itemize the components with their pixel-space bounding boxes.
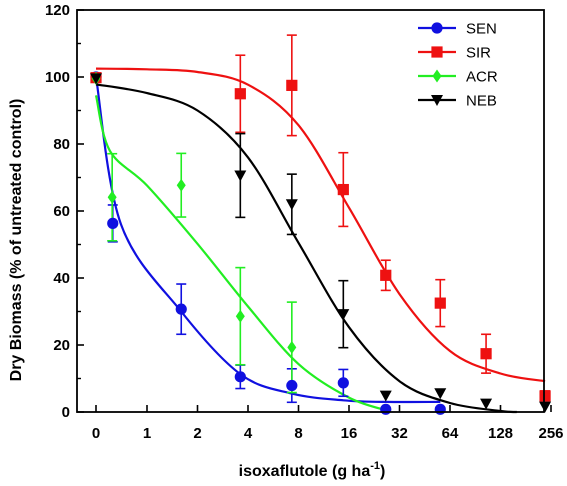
acr-legend-label: ACR: [466, 69, 498, 86]
x-axis-title-main: isoxaflutole (g ha: [239, 463, 371, 480]
y-tick-label: 120: [45, 2, 70, 19]
acr-data-point: [176, 178, 186, 192]
x-tick-label: 32: [391, 425, 408, 442]
neb-data-point: [234, 170, 247, 182]
x-axis-title: isoxaflutole (g ha-1): [239, 460, 386, 480]
acr-data-point: [287, 340, 297, 354]
sir-fit-curve: [95, 67, 546, 383]
x-tick-label: 64: [442, 425, 459, 442]
neb-data-point: [539, 401, 552, 413]
x-tick-label: 4: [244, 425, 253, 442]
sir-data-point: [539, 390, 551, 402]
y-tick-label: 80: [53, 136, 70, 153]
y-tick-label: 100: [45, 69, 70, 86]
sir-data-point: [286, 79, 298, 91]
neb-data-point: [480, 398, 493, 410]
sir-legend-marker: [431, 46, 443, 58]
x-tick-label: 128: [488, 425, 513, 442]
sen-data-point: [286, 379, 298, 392]
acr-data-point: [235, 309, 245, 323]
sen-data-point: [380, 403, 392, 415]
neb-data-point: [285, 199, 298, 211]
x-tick-label: 1: [143, 425, 151, 442]
acr-legend-marker: [432, 69, 442, 83]
neb-data-point: [379, 390, 392, 402]
x-tick-label: 2: [193, 425, 201, 442]
y-tick-label: 0: [62, 404, 70, 421]
sen-data-point: [107, 217, 119, 229]
error-bars-layer: [107, 34, 551, 404]
sir-data-point: [480, 348, 492, 360]
sen-fit-curve: [94, 76, 441, 404]
neb-data-point: [90, 73, 102, 85]
x-tick-label: 8: [294, 425, 302, 442]
neb-legend-marker: [431, 95, 443, 106]
legend: SEN SIR ACR NEB: [418, 21, 498, 110]
neb-data-point: [337, 309, 350, 321]
acr-data-point: [107, 190, 117, 204]
sen-legend-label: SEN: [466, 21, 497, 38]
x-tick-label: 0: [92, 425, 100, 442]
y-axis-title: Dry Biomass (% of untreated control): [8, 99, 25, 382]
sir-data-point: [434, 297, 446, 309]
data-markers-layer: [90, 71, 552, 415]
y-tick-label: 20: [53, 337, 70, 354]
y-axis-ticks: 0 20 40 60 80 100 120: [45, 2, 84, 421]
x-axis-ticks: 0 1 2 4 8 16 32 64 128 256: [92, 405, 564, 442]
neb-legend-label: NEB: [466, 93, 497, 110]
x-axis-title-end: ): [380, 463, 385, 480]
neb-fit-curve: [95, 83, 517, 414]
sen-data-point: [434, 403, 446, 415]
sir-data-point: [380, 269, 392, 281]
sir-data-point: [234, 88, 246, 100]
sen-data-point: [175, 303, 187, 315]
neb-data-point: [434, 388, 447, 400]
y-tick-label: 60: [53, 203, 70, 220]
sen-data-point: [234, 371, 246, 383]
sen-data-point: [337, 377, 349, 389]
sen-legend-marker: [431, 22, 443, 34]
y-tick-label: 40: [53, 270, 70, 287]
fitted-curves-layer: [94, 67, 546, 414]
acr-fit-curve: [94, 95, 391, 413]
sir-data-point: [337, 183, 349, 196]
x-tick-label: 16: [341, 425, 358, 442]
x-axis-title-superscript: -1: [370, 460, 380, 472]
sir-legend-label: SIR: [466, 45, 491, 62]
x-tick-label: 256: [538, 425, 563, 442]
